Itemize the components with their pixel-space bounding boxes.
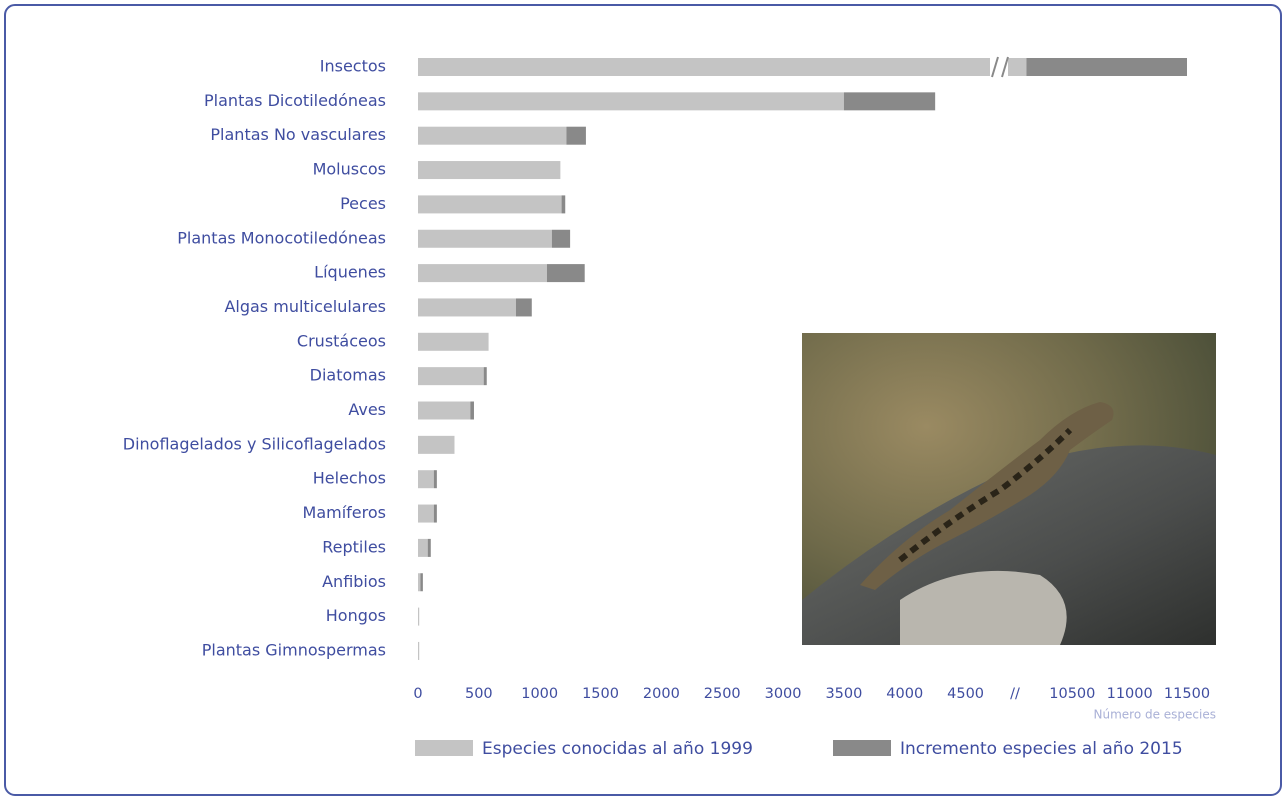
bar-segment — [420, 573, 423, 592]
category-label: Moluscos — [313, 160, 386, 179]
bar-segment — [418, 607, 420, 626]
category-label: Insectos — [320, 57, 386, 76]
bar-segment — [418, 641, 420, 660]
axis-break-label: // — [1010, 686, 1020, 702]
legend-swatch — [415, 740, 473, 756]
x-tick-label: 2500 — [704, 686, 741, 702]
bar-segment — [470, 401, 474, 420]
bar-segment — [418, 229, 552, 248]
bar-segment — [418, 298, 516, 317]
x-tick-label: 3500 — [825, 686, 862, 702]
bar-segment — [433, 470, 437, 489]
bar-segment — [418, 264, 547, 283]
bar-segment — [418, 538, 428, 557]
category-label: Diatomas — [310, 366, 386, 385]
legend-label: Incremento especies al año 2015 — [900, 739, 1183, 759]
x-tick-label: 4000 — [886, 686, 923, 702]
x-tick-label: 11000 — [1107, 686, 1153, 702]
bar-segment — [418, 435, 455, 454]
bar-segment — [433, 504, 437, 523]
bar-segment — [418, 161, 561, 180]
category-label: Dinoflagelados y Silicoflagelados — [123, 434, 386, 453]
bar-segment — [418, 92, 844, 111]
category-label: Algas multicelulares — [224, 297, 386, 316]
x-axis-title: Número de especies — [1094, 708, 1217, 722]
bar-segment — [418, 126, 567, 145]
category-label: Hongos — [326, 606, 386, 625]
bar-segment — [561, 195, 566, 214]
category-label: Anfibios — [322, 572, 386, 591]
bar-segment — [843, 92, 936, 111]
bar-segment — [418, 470, 434, 489]
bar-segment — [418, 332, 489, 351]
bar-segment — [427, 538, 431, 557]
x-tick-label: 3000 — [765, 686, 802, 702]
frame — [4, 4, 1282, 796]
bar-segment — [418, 401, 471, 420]
x-tick-label: 4500 — [947, 686, 984, 702]
category-label: Aves — [348, 400, 386, 419]
photo — [802, 333, 1216, 645]
category-label: Helechos — [313, 469, 386, 488]
bar-segment — [418, 195, 562, 214]
bar-segment — [483, 367, 487, 386]
category-label: Plantas Dicotiledóneas — [204, 91, 386, 110]
bar-segment — [418, 58, 1027, 76]
legend-label: Especies conocidas al año 1999 — [482, 739, 753, 759]
bar-segment — [546, 264, 585, 283]
break-mark — [991, 56, 999, 78]
category-label: Plantas Monocotiledóneas — [177, 228, 386, 247]
bar-segment — [566, 126, 586, 145]
category-label: Líquenes — [314, 263, 386, 282]
x-tick-label: 0 — [413, 686, 422, 702]
bar-segment — [418, 573, 421, 592]
x-tick-label: 10500 — [1049, 686, 1095, 702]
bar-segment — [551, 229, 571, 248]
x-tick-label: 500 — [465, 686, 493, 702]
bar-segment — [515, 298, 532, 317]
category-label: Crustáceos — [297, 331, 386, 350]
break-mark — [1001, 56, 1009, 78]
x-tick-label: 2000 — [643, 686, 680, 702]
x-tick-label: 11500 — [1164, 686, 1210, 702]
legend-swatch — [833, 740, 891, 756]
category-label: Peces — [340, 194, 386, 213]
category-label: Reptiles — [322, 537, 386, 556]
bar-segment — [418, 504, 434, 523]
category-label: Plantas No vasculares — [210, 125, 386, 144]
bar-segment — [418, 367, 484, 386]
x-tick-label: 1500 — [582, 686, 619, 702]
bar-segment — [1026, 58, 1187, 76]
category-label: Plantas Gimnospermas — [202, 640, 386, 659]
x-tick-label: 1000 — [521, 686, 558, 702]
category-label: Mamíferos — [303, 503, 386, 522]
